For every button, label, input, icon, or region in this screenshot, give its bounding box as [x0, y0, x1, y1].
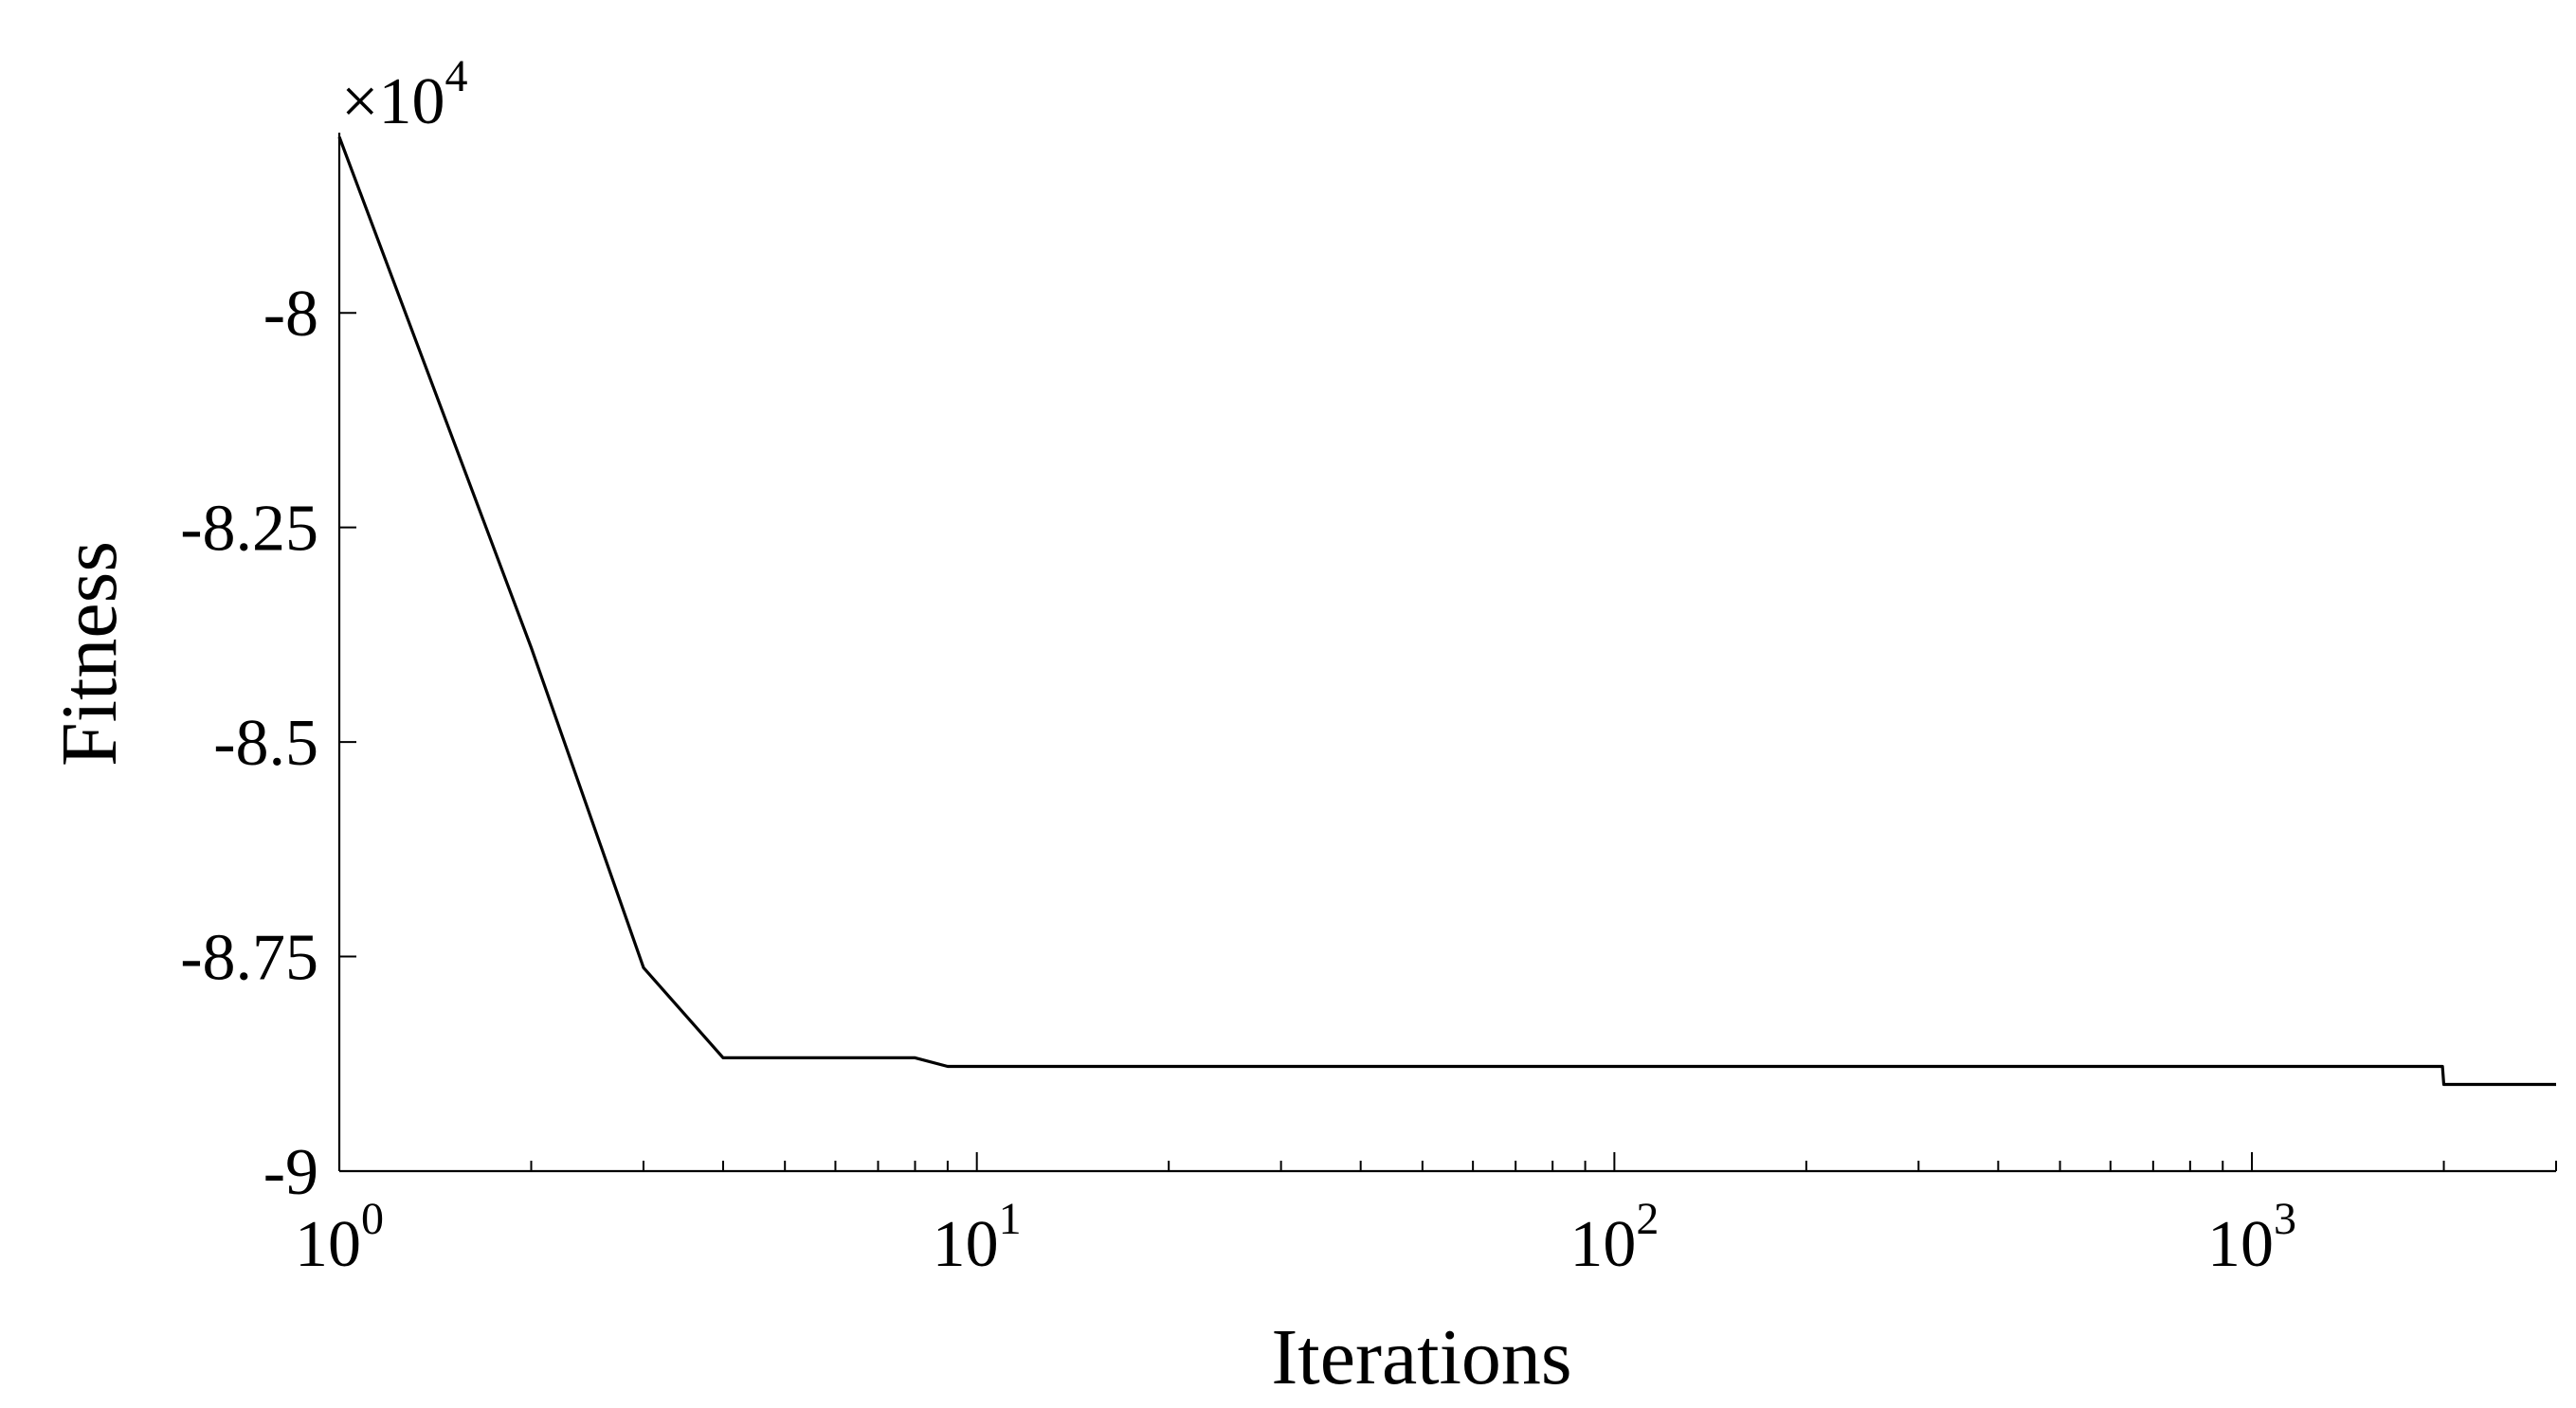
- y-tick-label: -9: [263, 1136, 318, 1209]
- series-line: [337, 135, 2556, 1087]
- x-tick-base: 10: [1569, 1208, 1636, 1281]
- x-axis-label: Iterations: [1271, 1313, 1571, 1401]
- x-tick-label: 101: [933, 1194, 1022, 1281]
- y-ticks: -8 -8.25 -8.5 -8.75 -9: [180, 278, 356, 1209]
- series-layer: [337, 135, 2556, 1087]
- y-tick-label: -8.5: [213, 707, 318, 780]
- x-tick-exponent: 0: [361, 1194, 384, 1244]
- y-multiplier-label: ×104: [341, 51, 467, 138]
- x-tick-base: 10: [933, 1208, 999, 1281]
- y-multiplier-base: 10: [378, 65, 444, 138]
- y-multiplier-exponent: 4: [444, 51, 467, 101]
- x-tick-exponent: 3: [2274, 1194, 2296, 1244]
- y-tick-label: -8.75: [180, 922, 318, 995]
- axes: [337, 133, 2556, 1173]
- y-axis-label: Fitness: [45, 541, 134, 767]
- x-tick-label: 103: [2207, 1194, 2296, 1281]
- x-tick-label: 100: [295, 1194, 384, 1281]
- x-tick-exponent: 1: [999, 1194, 1022, 1244]
- x-tick-label: 102: [1569, 1194, 1659, 1281]
- y-multiplier-times: ×: [341, 65, 378, 138]
- x-tick-exponent: 2: [1636, 1194, 1659, 1244]
- x-tick-base: 10: [295, 1208, 361, 1281]
- y-tick-label: -8.25: [180, 493, 318, 566]
- x-tick-base: 10: [2207, 1208, 2274, 1281]
- x-ticks: 100 101 102 103: [295, 1152, 2557, 1281]
- y-tick-label: -8: [263, 278, 318, 351]
